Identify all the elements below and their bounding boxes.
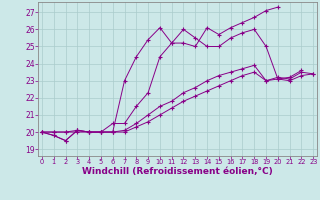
X-axis label: Windchill (Refroidissement éolien,°C): Windchill (Refroidissement éolien,°C) [82, 167, 273, 176]
